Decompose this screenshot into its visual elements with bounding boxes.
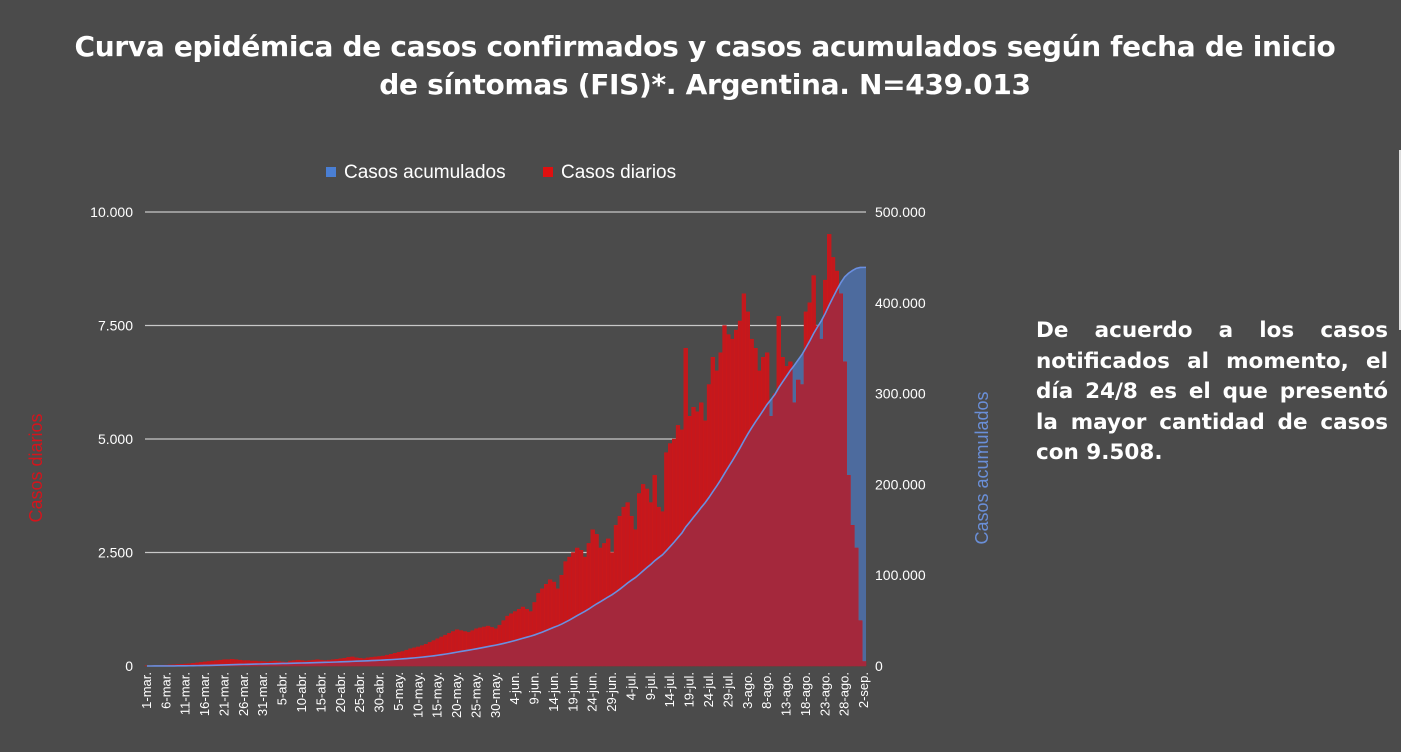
right-axis-tick-label: 100.000	[875, 567, 926, 583]
x-axis-tick-label: 24-jul.	[701, 672, 716, 707]
x-axis-tick-label: 24-jun.	[585, 672, 600, 712]
x-axis-tick-label: 11-mar.	[178, 672, 193, 715]
x-axis-tick-label: 9-jun.	[527, 672, 542, 705]
x-axis-tick-label: 14-jun.	[546, 672, 561, 712]
x-axis-tick-label: 25-may.	[468, 672, 483, 718]
x-axis-tick-label: 31-mar.	[255, 672, 270, 716]
left-axis-tick-label: 0	[125, 658, 133, 674]
x-axis-tick-label: 6-mar.	[158, 672, 173, 709]
x-axis-tick-label: 14-jul.	[662, 672, 677, 707]
x-axis-tick-label: 1-mar.	[139, 672, 154, 709]
x-axis-tick-label: 19-jun.	[565, 672, 580, 712]
x-axis-tick-label: 9-jul.	[643, 672, 658, 700]
right-axis-tick-label: 300.000	[875, 386, 926, 402]
legend-label: Casos acumulados	[344, 162, 506, 183]
chart-title: Curva epidémica de casos confirmados y c…	[74, 30, 1336, 101]
x-axis-tick-label: 23-ago.	[817, 672, 832, 716]
x-axis-tick-label: 18-ago.	[798, 672, 813, 716]
right-axis-tick-label: 0	[875, 658, 883, 674]
right-axis-tick-label: 400.000	[875, 295, 926, 311]
x-axis-tick-label: 30-abr.	[372, 672, 387, 712]
peak-day-note: De acuerdo a los casos notificados al mo…	[1036, 318, 1388, 465]
x-axis-tick-label: 29-jun.	[604, 672, 619, 712]
x-axis-tick-label: 4-jun.	[507, 672, 522, 705]
legend-swatch	[326, 167, 336, 177]
left-axis-tick-label: 2.500	[98, 545, 133, 561]
right-axis-tick-label: 500.000	[875, 204, 926, 220]
x-axis-tick-label: 20-abr.	[333, 672, 348, 712]
x-axis-tick-label: 26-mar.	[236, 672, 251, 716]
x-axis-tick-label: 29-jul.	[720, 672, 735, 707]
window-edge	[1399, 150, 1401, 330]
x-axis-tick-label: 4-jul.	[623, 672, 638, 700]
x-axis-tick-label: 13-ago.	[779, 672, 794, 716]
x-axis-tick-label: 30-may.	[488, 672, 503, 718]
x-axis-tick-label: 5-abr.	[275, 672, 290, 705]
x-axis-tick-label: 5-may.	[391, 672, 406, 711]
x-axis-tick-label: 19-jul.	[682, 672, 697, 707]
legend-label: Casos diarios	[561, 162, 676, 183]
x-axis-tick-label: 20-may.	[449, 672, 464, 718]
x-axis-tick-label: 10-abr.	[294, 672, 309, 712]
x-axis-tick-label: 25-abr.	[352, 672, 367, 712]
x-axis-tick-label: 10-may.	[410, 672, 425, 718]
right-axis-tick-label: 200.000	[875, 476, 926, 492]
left-axis-tick-label: 7.500	[98, 318, 133, 334]
left-axis-tick-label: 5.000	[98, 431, 133, 447]
x-axis-tick-label: 2-sep.	[856, 672, 871, 708]
left-axis-tick-label: 10.000	[90, 204, 133, 220]
cumulative-cases-line	[146, 266, 866, 667]
x-axis-tick-label: 3-ago.	[740, 672, 755, 709]
left-axis-title: Casos diarios	[26, 413, 46, 522]
x-axis-tick-label: 15-abr.	[313, 672, 328, 712]
x-axis-tick-label: 8-ago.	[759, 672, 774, 709]
x-axis-tick-label: 16-mar.	[197, 672, 212, 716]
right-axis-title: Casos acumulados	[972, 391, 992, 544]
x-axis-tick-label: 21-mar.	[216, 672, 231, 716]
x-axis-tick-label: 15-may.	[430, 672, 445, 718]
legend-swatch	[543, 167, 553, 177]
overlap-area	[145, 267, 866, 666]
x-axis-tick-label: 28-ago.	[837, 672, 852, 716]
